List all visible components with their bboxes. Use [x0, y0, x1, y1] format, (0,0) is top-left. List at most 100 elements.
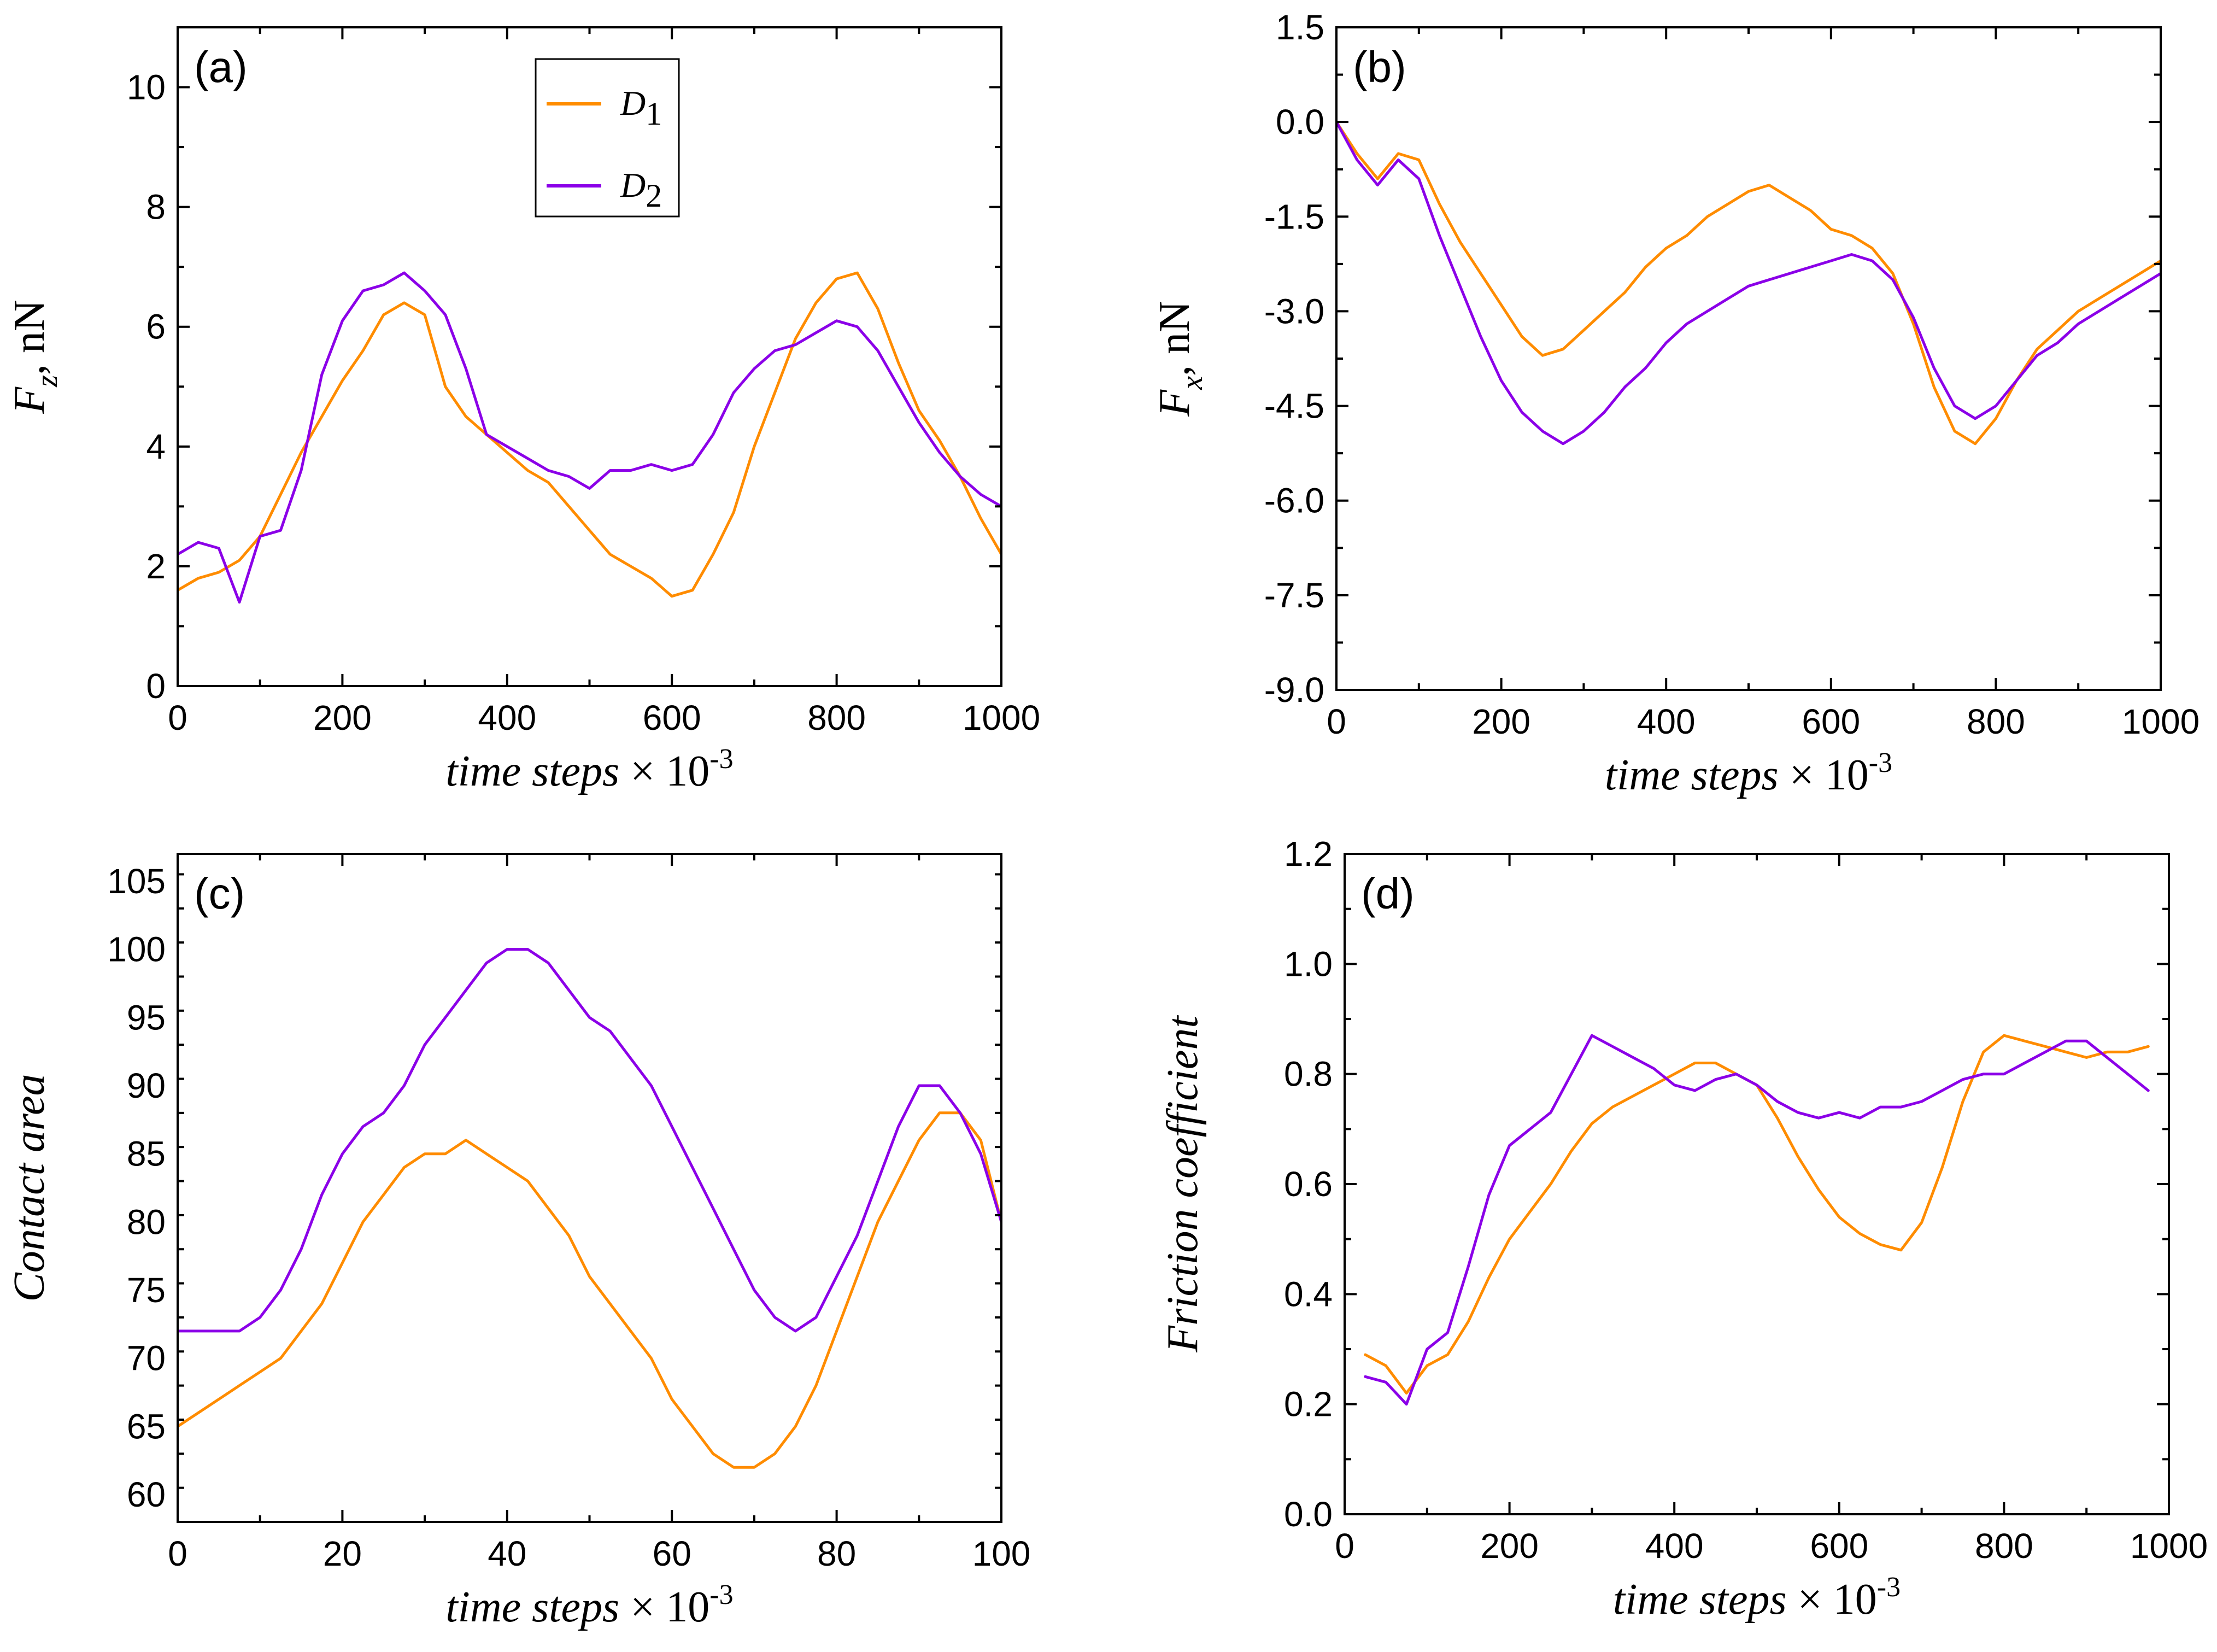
y-tick-label-d: 0.2	[1284, 1385, 1333, 1424]
x-tick-label-b: 200	[1472, 702, 1530, 741]
panel-label-d: (d)	[1361, 869, 1415, 918]
x-tick-label-d: 400	[1645, 1526, 1704, 1566]
x-tick-label-d: 800	[1975, 1526, 2033, 1566]
y-tick-label-a: 2	[146, 547, 166, 586]
series-line-d1-a	[178, 271, 1001, 598]
y-tick-label-b: -9.0	[1264, 670, 1324, 710]
x-axis-title-exponent: -3	[709, 743, 733, 775]
panel-c: 0 20 40 60 80 100 60 65 70 75 80 85 90 95 100 105 (c) tim…	[5, 853, 1031, 1631]
y-axis-title-c: Contact area	[5, 1074, 54, 1302]
series-line-d2-c	[178, 948, 1001, 1333]
x-axis-title-c: time steps × 10-3	[445, 1579, 733, 1631]
series-line-d2-a	[178, 271, 1001, 604]
y-tick-label-a: 0	[146, 666, 166, 706]
x-tick-label-d: 200	[1480, 1526, 1539, 1566]
y-tick-label-c: 90	[127, 1066, 166, 1105]
x-tick-label-d: 1000	[2130, 1526, 2208, 1566]
y-axis-title-unit: , nN	[5, 300, 54, 375]
y-axis-title-d: Friction coefficient	[1159, 1015, 1207, 1353]
y-axis-title-b: Fx, nN	[1151, 301, 1209, 417]
y-axis-title-main: Contact area	[5, 1074, 54, 1302]
x-tick-label-c: 80	[817, 1534, 856, 1573]
y-tick-label-b: -6.0	[1264, 481, 1324, 520]
y-tick-label-d: 0.6	[1284, 1164, 1333, 1204]
y-tick-label-a: 10	[127, 68, 166, 107]
series-line-d1-c	[178, 1111, 1001, 1469]
y-tick-label-b: -7.5	[1264, 576, 1324, 615]
x-tick-label-d: 0	[1335, 1526, 1354, 1566]
y-axis-title-a: Fz, nN	[5, 300, 64, 414]
panel-b: 0 200 400 600 800 1000 -9.0 -7.5 -6.0 -4.5 -3.0 -1.…	[1151, 8, 2200, 799]
plot-frame-c	[177, 853, 1002, 1523]
series-line-d2-d	[1364, 1034, 2150, 1406]
x-tick-label-a: 400	[478, 698, 536, 737]
legend: D1 D2	[535, 58, 680, 218]
y-axis-title-unit: , nN	[1151, 301, 1199, 376]
x-tick-label-c: 0	[168, 1534, 187, 1573]
y-tick-label-d: 0.8	[1284, 1055, 1333, 1094]
y-axis-title-main: Friction coefficient	[1159, 1015, 1207, 1353]
x-tick-label-b: 600	[1802, 702, 1860, 741]
panel-d: 0 200 400 600 800 1000 0.0 0.2 0.4 0.6 0.8 1.0 1.2 (d…	[1159, 834, 2208, 1624]
x-axis-title-exponent: -3	[1869, 747, 1892, 778]
y-tick-label-d: 1.2	[1284, 834, 1333, 874]
y-tick-label-d: 1.0	[1284, 944, 1333, 983]
y-axis-title-subscript: z	[30, 375, 64, 388]
y-tick-label-c: 80	[127, 1202, 166, 1241]
x-tick-label-a: 800	[807, 698, 866, 737]
x-axis-title-b: time steps × 10-3	[1605, 747, 1892, 799]
y-tick-label-c: 60	[127, 1475, 166, 1514]
x-tick-label-a: 200	[313, 698, 372, 737]
x-tick-label-c: 20	[323, 1534, 362, 1573]
x-axis-title-main: time steps	[1605, 751, 1779, 799]
legend-label-d2: D2	[620, 166, 662, 214]
y-tick-label-d: 0.4	[1284, 1274, 1333, 1314]
x-tick-label-c: 40	[488, 1534, 526, 1573]
x-axis-title-main: time steps	[445, 747, 619, 795]
x-tick-label-a: 1000	[963, 698, 1040, 737]
y-tick-label-a: 4	[146, 427, 166, 466]
y-tick-label-a: 8	[146, 188, 166, 227]
y-tick-label-d: 0.0	[1284, 1495, 1333, 1534]
x-tick-label-d: 600	[1810, 1526, 1868, 1566]
x-tick-label-c: 100	[972, 1534, 1031, 1573]
y-tick-label-a: 6	[146, 307, 166, 347]
legend-box	[535, 58, 680, 218]
x-tick-label-b: 800	[1967, 702, 2025, 741]
y-tick-label-c: 75	[127, 1270, 166, 1310]
y-tick-label-b: -1.5	[1264, 197, 1324, 236]
x-tick-label-c: 60	[653, 1534, 691, 1573]
x-tick-label-a: 0	[168, 698, 187, 737]
y-tick-label-c: 95	[127, 998, 166, 1037]
y-axis-title-subscript: x	[1175, 376, 1209, 390]
x-axis-title-times: × 10	[1790, 751, 1869, 799]
x-axis-title-exponent: -3	[1877, 1572, 1901, 1603]
panel-label-a: (a)	[194, 43, 248, 91]
series-line-d2-b	[1336, 120, 2161, 446]
panel-a: 0 200 400 600 800 1000 0 2 4 6 8 10 (a) time steps × …	[5, 26, 1040, 795]
y-tick-label-b: 0.0	[1276, 102, 1324, 142]
x-tick-label-b: 400	[1637, 702, 1696, 741]
x-axis-title-main: time steps	[1613, 1575, 1787, 1624]
y-tick-label-c: 105	[107, 862, 166, 901]
x-axis-title-exponent: -3	[709, 1579, 733, 1610]
x-axis-title-times: × 10	[630, 747, 709, 795]
y-axis-title-main: F	[1151, 389, 1199, 417]
y-tick-label-c: 65	[127, 1407, 166, 1446]
y-tick-label-b: 1.5	[1276, 8, 1324, 47]
y-tick-label-b: -4.5	[1264, 386, 1324, 426]
plot-frame-b	[1335, 26, 2162, 691]
x-axis-title-a: time steps × 10-3	[445, 743, 733, 795]
x-tick-label-b: 0	[1327, 702, 1346, 741]
x-axis-title-main: time steps	[445, 1583, 619, 1631]
panel-label-b: (b)	[1353, 43, 1406, 91]
panel-label-c: (c)	[194, 869, 245, 918]
legend-label-d1: D1	[620, 84, 662, 132]
y-tick-label-c: 70	[127, 1339, 166, 1378]
x-tick-label-a: 600	[643, 698, 701, 737]
x-axis-title-times: × 10	[630, 1583, 709, 1631]
y-tick-label-b: -3.0	[1264, 291, 1324, 331]
y-tick-label-c: 85	[127, 1134, 166, 1174]
x-tick-label-b: 1000	[2122, 702, 2200, 741]
